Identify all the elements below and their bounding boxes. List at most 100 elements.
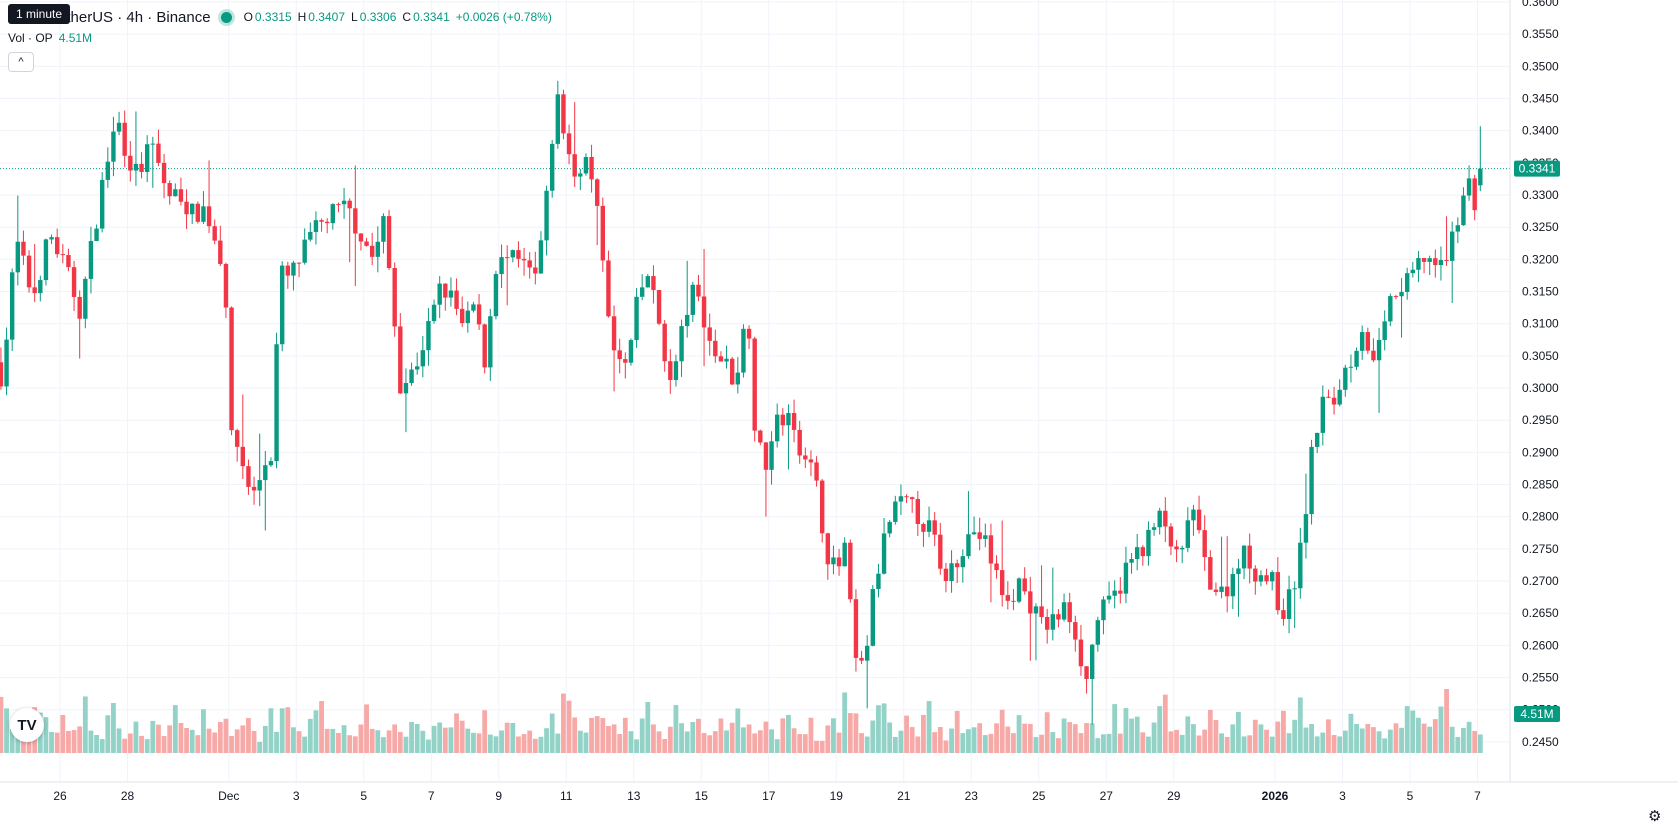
candle-body	[572, 154, 577, 177]
volume-bar	[1438, 706, 1444, 753]
tradingview-logo-icon[interactable]: TV	[10, 708, 44, 742]
candle-body	[105, 161, 111, 180]
y-tick-label: 0.2450	[1522, 735, 1559, 749]
candle-body	[369, 245, 375, 257]
volume-bar	[1399, 727, 1404, 753]
volume-bar	[392, 724, 398, 753]
volume-bar	[639, 718, 645, 753]
candle-body	[718, 356, 724, 362]
candle-body	[448, 290, 454, 298]
volume-bar	[167, 725, 173, 753]
volume-bar	[60, 715, 66, 753]
candle-body	[504, 257, 510, 259]
candle-body	[870, 589, 876, 646]
candle-body	[881, 533, 887, 574]
y-tick-label: 0.3200	[1522, 252, 1559, 266]
volume-bar	[262, 725, 268, 753]
volume-bar	[409, 721, 414, 753]
volume-bar	[1016, 715, 1022, 753]
candle-body	[9, 272, 15, 340]
candle-body	[1269, 572, 1275, 582]
volume-bar	[1303, 727, 1309, 753]
last-price-badge	[1514, 160, 1560, 177]
candle-body	[392, 268, 397, 327]
volume-bar	[617, 734, 623, 753]
candle-body	[735, 372, 741, 385]
y-tick-label: 0.3100	[1522, 317, 1559, 331]
volume-bar	[949, 728, 954, 753]
candle-body	[1163, 510, 1168, 527]
candle-body	[999, 570, 1005, 596]
candle-body	[628, 340, 634, 363]
candle-body	[71, 267, 77, 297]
candle-body	[943, 568, 949, 582]
volume-bar	[437, 722, 443, 753]
volume-bar	[189, 729, 195, 753]
x-tick-label: 23	[965, 789, 979, 803]
volume-bar	[1421, 723, 1427, 753]
volume-bar	[487, 734, 493, 753]
volume-bar	[937, 727, 943, 753]
volume-bar	[1157, 706, 1163, 753]
volume-bar	[859, 733, 864, 753]
volume-bar	[606, 726, 611, 753]
volume-bar	[206, 728, 212, 753]
volume-bar	[1084, 723, 1089, 753]
volume-bar	[977, 723, 983, 753]
price-axis: 0.24500.25000.25500.26000.26500.27000.27…	[1509, 0, 1560, 782]
volume-bar	[499, 730, 504, 753]
candle-body	[398, 326, 403, 394]
candle-body	[853, 599, 859, 658]
last-volume-label: 4.51M	[1520, 707, 1553, 721]
candle-body	[15, 241, 21, 273]
candle-body	[668, 361, 673, 380]
y-tick-label: 0.2800	[1522, 510, 1559, 524]
volume-bar	[122, 738, 128, 753]
volume-bar	[217, 722, 223, 753]
volume-bar	[476, 733, 482, 753]
volume-bar	[1416, 717, 1421, 753]
candle-body	[769, 441, 774, 470]
candle-body	[1140, 547, 1146, 557]
volume-bar	[302, 736, 308, 753]
candle-body	[1118, 590, 1123, 594]
candle-body	[1196, 509, 1202, 531]
candle-body	[746, 328, 752, 339]
volume-bar	[94, 735, 99, 753]
candle-body	[921, 524, 926, 532]
candle-body	[319, 220, 324, 222]
volume-bar	[1359, 728, 1365, 753]
volume-bar	[420, 730, 426, 753]
volume-bar	[921, 714, 926, 753]
volume-bar	[127, 733, 133, 753]
candle-body	[285, 265, 291, 276]
volume-bar	[690, 722, 696, 753]
candle-body	[831, 557, 836, 565]
candle-body	[1331, 397, 1337, 405]
candle-body	[336, 204, 341, 206]
candle-body	[1151, 527, 1157, 530]
candle-body	[1281, 610, 1286, 619]
candle-body	[471, 304, 476, 311]
symbol-title[interactable]: etherUS · 4h · Binance	[58, 8, 211, 26]
candle-body	[1089, 644, 1095, 679]
collapse-legend-button[interactable]: ^	[8, 52, 34, 72]
volume-bar	[268, 708, 274, 753]
volume-bar	[1179, 734, 1185, 753]
settings-gear-icon[interactable]: ⚙	[1648, 808, 1662, 825]
candle-body	[54, 237, 60, 255]
volume-bar	[1162, 694, 1168, 753]
candle-body	[1050, 614, 1056, 630]
volume-bar	[1191, 724, 1196, 753]
candle-body	[791, 412, 797, 430]
volume-bar	[201, 709, 206, 753]
candle-body	[1427, 258, 1432, 262]
candle-body	[707, 327, 712, 341]
candle-body	[814, 462, 819, 481]
candle-body	[623, 359, 628, 363]
volume-bar	[178, 722, 184, 753]
volume-bar	[1252, 719, 1258, 753]
candle-body	[684, 314, 690, 327]
candle-body	[1179, 547, 1185, 550]
